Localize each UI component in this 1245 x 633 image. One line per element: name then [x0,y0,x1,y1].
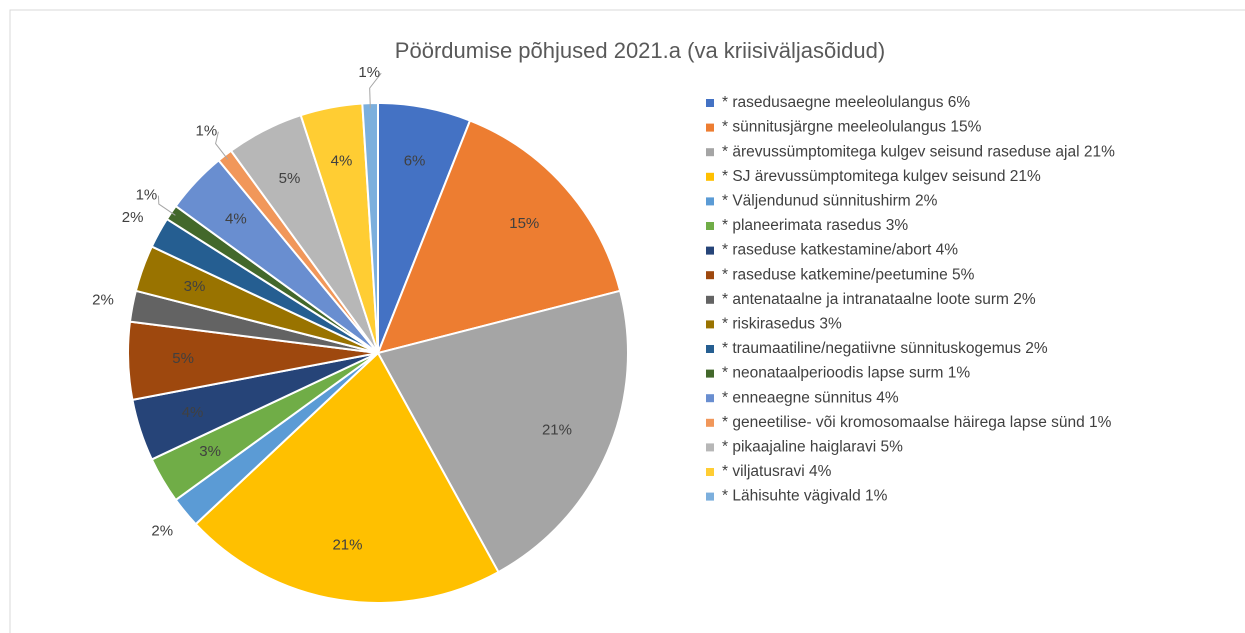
legend-swatch [706,123,714,132]
legend-label: * sünnitusjärgne meeleolulangus 15% [722,119,982,136]
legend-label: * raseduse katkestamine/abort 4% [722,242,958,259]
data-label: 1% [358,64,380,81]
data-label: 2% [151,522,173,539]
legend-swatch [706,394,714,403]
data-label: 4% [225,210,247,227]
data-label: 15% [509,215,539,232]
legend-label: * riskirasedus 3% [722,315,842,332]
chart-title: Pöördumise põhjused 2021.a (va kriisiväl… [395,38,885,63]
legend-label: * ärevussümptomitega kulgev seisund rase… [722,143,1115,160]
legend-swatch [706,148,714,157]
legend-swatch [706,295,714,304]
legend-swatch [706,246,714,255]
data-label: 5% [279,170,301,187]
legend-swatch [706,271,714,280]
leader-line [215,131,229,160]
legend-label: * pikaajaline haiglaravi 5% [722,438,903,455]
data-label: 2% [92,292,114,309]
data-label: 6% [404,152,426,169]
data-label: 3% [184,278,206,295]
legend-label: * raseduse katkemine/peetumine 5% [722,266,975,283]
legend-label: * Lähisuhte vägivald 1% [722,488,888,505]
legend-label: * traumaatiline/negatiivne sünnituskogem… [722,340,1048,357]
legend-swatch [706,172,714,181]
legend-swatch [706,222,714,230]
legend-label: * rasedusaegne meeleolulangus 6% [722,94,970,111]
legend-swatch [706,369,714,378]
legend-swatch [706,468,714,476]
legend-label: * neonataalperioodis lapse surm 1% [722,365,970,382]
data-label: 21% [332,537,362,554]
legend-label: * viljatusravi 4% [722,463,832,480]
legend-swatch [706,197,714,206]
leader-line [157,195,176,216]
legend-label: * Väljendunud sünnitushirm 2% [722,192,938,209]
data-label: 1% [136,187,158,204]
data-label: 21% [542,421,572,438]
data-label: 3% [199,443,221,460]
legend-label: * geneetilise- või kromosomaalse häirega… [722,414,1112,431]
legend-swatch [706,443,714,452]
data-label: 5% [172,350,194,367]
legend-label: * SJ ärevussümptomitega kulgev seisund 2… [722,168,1041,185]
pie-slice [194,351,500,604]
legend-swatch [706,418,714,427]
legend-label: * enneaegne sünnitus 4% [722,389,899,406]
pie-slice [376,289,629,574]
data-label: 2% [122,209,144,226]
legend-swatch [706,320,714,329]
legend-label: * planeerimata rasedus 3% [722,217,908,234]
leader-line [369,72,382,109]
legend-label: * antenataalne ja intranataalne loote su… [722,291,1036,308]
legend-swatch [706,345,714,353]
data-label: 4% [182,404,204,421]
pie-slice [376,119,622,355]
legend-swatch [706,99,714,107]
legend-swatch [706,492,714,501]
data-label: 1% [196,123,218,140]
data-label: 4% [331,152,353,169]
